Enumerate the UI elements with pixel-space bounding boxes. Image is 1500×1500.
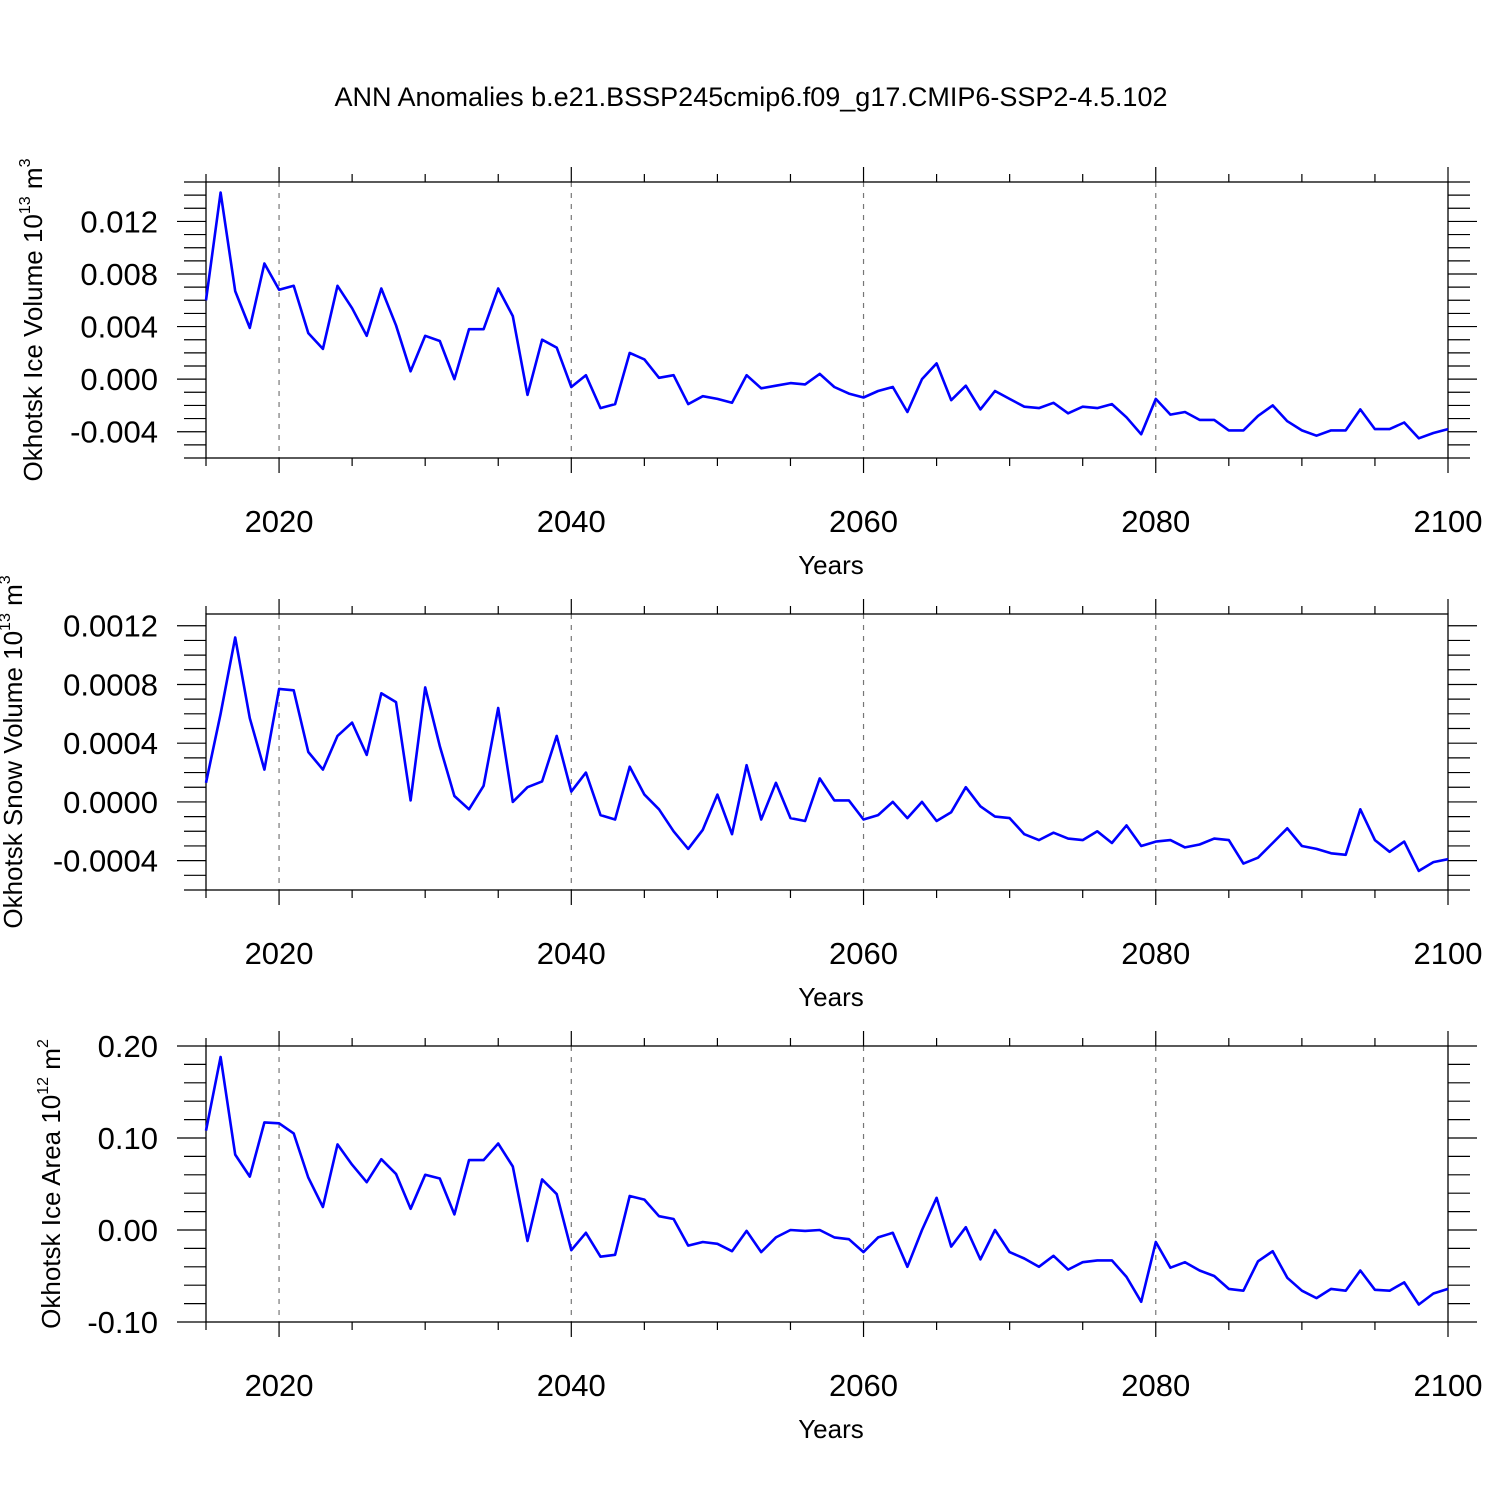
plot-frame [205, 613, 1449, 891]
x-tick-label: 2060 [829, 504, 898, 539]
x-tick-label: 2040 [537, 504, 606, 539]
x-tick-label: 2100 [1414, 504, 1483, 539]
series-line [204, 636, 1449, 873]
x-axis-title: Years [798, 550, 864, 580]
x-tick-label: 2060 [829, 1368, 898, 1403]
panels: 2020 2040 2060 2080 2100 Years -0.004 0.000 0.00… [0, 158, 1482, 1444]
y-tick-label: 0.000 [80, 362, 158, 397]
x-tick-label: 2100 [1414, 1368, 1483, 1403]
y-tick-label: 0.0004 [63, 726, 158, 761]
plot-frame [205, 181, 1449, 459]
chart-panel-2: 2020 2040 2060 2080 2100 Years -0.0004 0.0000 0.… [0, 575, 1482, 1012]
series-line [204, 191, 1449, 440]
y-tick-label: 0.00 [98, 1213, 158, 1248]
x-tick-label: 2080 [1121, 504, 1190, 539]
figure-title: ANN Anomalies b.e21.BSSP245cmip6.f09_g17… [335, 82, 1168, 112]
y-tick-label: 0.20 [98, 1029, 158, 1064]
x-tick-label: 2100 [1414, 936, 1483, 971]
x-tick-label: 2040 [537, 936, 606, 971]
x-tick-label: 2020 [245, 1368, 314, 1403]
chart-panel-3: 2020 2040 2060 2080 2100 Years -0.10 0.00 0.10 0.… [35, 1029, 1482, 1444]
plot-frame [205, 1045, 1449, 1323]
y-tick-label: 0.008 [80, 257, 158, 292]
x-tick-label: 2080 [1121, 1368, 1190, 1403]
x-axis-title: Years [798, 982, 864, 1012]
y-tick-label: -0.10 [87, 1305, 158, 1340]
y-axis-title: Okhotsk Ice Area 1012 m2 [35, 1039, 66, 1329]
y-tick-label: 0.0008 [63, 667, 158, 702]
y-tick-label: 0.10 [98, 1121, 158, 1156]
x-tick-label: 2020 [245, 936, 314, 971]
x-tick-label: 2080 [1121, 936, 1190, 971]
y-tick-label: 0.0000 [63, 785, 158, 820]
y-tick-label: 0.012 [80, 204, 158, 239]
x-tick-label: 2040 [537, 1368, 606, 1403]
x-axis-title: Years [798, 1414, 864, 1444]
y-tick-label: -0.004 [70, 415, 158, 450]
y-axis-title: Okhotsk Snow Volume 1013 m3 [0, 575, 28, 928]
y-axis-title: Okhotsk Ice Volume 1013 m3 [17, 158, 48, 481]
series-line [204, 1055, 1449, 1306]
x-tick-label: 2060 [829, 936, 898, 971]
y-tick-label: 0.004 [80, 310, 158, 345]
y-tick-label: 0.0012 [63, 609, 158, 644]
x-tick-label: 2020 [245, 504, 314, 539]
chart-panel-1: 2020 2040 2060 2080 2100 Years -0.004 0.000 0.00… [17, 158, 1482, 580]
y-tick-label: -0.0004 [53, 844, 158, 879]
